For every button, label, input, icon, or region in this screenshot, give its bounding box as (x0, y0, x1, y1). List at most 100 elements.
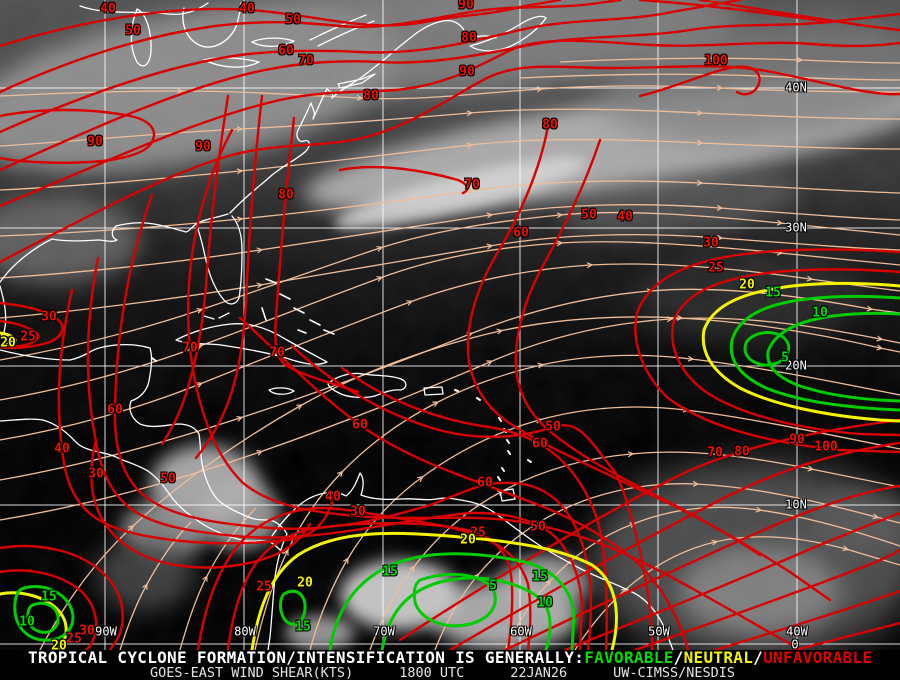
streamline (0, 108, 900, 147)
coast-puerto-rico (423, 386, 444, 396)
coast-jamaica (268, 387, 295, 395)
caption-credit: UW-CIMSS/NESDIS (613, 665, 736, 680)
yellow-contour-center (250, 531, 618, 650)
map-label: 20N (785, 358, 807, 373)
coast-hispaniola (327, 372, 407, 399)
map-label: 90 (458, 0, 474, 13)
map-label: 50W (648, 624, 670, 639)
wind-shear-contours-green (13, 294, 900, 650)
map-label: 60W (510, 624, 532, 639)
map-label: 20 (297, 575, 313, 591)
green-contour-right-5 (743, 331, 791, 367)
map-label: 30 (703, 235, 719, 251)
red-contour-center30 (196, 506, 532, 650)
map-label: 5 (781, 350, 789, 366)
green-contour-center-15 (328, 552, 576, 650)
map-label: 10 (19, 614, 35, 630)
map-label: 40 (617, 209, 633, 225)
map-label: 30 (41, 309, 57, 325)
yellow-contour-right (701, 281, 900, 423)
caption-time: 1800 UTC (399, 665, 465, 680)
red-contour-bundle0 (398, 418, 900, 642)
map-label: 100 (814, 439, 838, 455)
red-contour-bow40 (57, 288, 335, 545)
caption-slash2: / (753, 648, 764, 667)
map-label: 10N (785, 497, 807, 512)
map-label: 90 (459, 64, 475, 80)
map-label: 50 (545, 419, 561, 435)
map-label: 20 (739, 277, 755, 293)
map-label: 40 (239, 1, 255, 17)
red-contour-70 (0, 12, 900, 172)
map-label: 80W (234, 624, 256, 639)
caption-prefix: TROPICAL CYCLONE FORMATION/INTENSIFICATI… (28, 648, 585, 667)
red-contour-descender2 (514, 138, 762, 557)
map-label: 15 (295, 619, 311, 635)
map-label: 40 (100, 1, 116, 17)
red-contour-gulf3 (274, 116, 360, 394)
map-label: 20 (51, 638, 67, 651)
red-contour-bow60 (113, 193, 593, 650)
red-contour-40 (0, 0, 562, 48)
red-contour-corner (698, 0, 900, 32)
wind-shear-contours-yellow (0, 281, 900, 650)
red-contour-100-hook (638, 65, 761, 98)
red-contour-bow30 (90, 438, 312, 569)
red-contour-bundle3 (563, 511, 900, 650)
caption-unfavorable: UNFAVORABLE (763, 648, 873, 667)
green-contour-center-5 (412, 573, 497, 628)
streamline (559, 58, 900, 64)
red-contour-bow70 (186, 128, 802, 650)
map-label: 50 (530, 519, 546, 535)
coast-cuba (175, 323, 328, 365)
map-label: 30 (350, 504, 366, 520)
coast-cozumel (151, 357, 157, 362)
caption-slash1: / (673, 648, 684, 667)
streamline (0, 138, 900, 191)
map-label: 30N (785, 220, 807, 235)
map-label: 25 (66, 631, 82, 647)
map-label: 70 (182, 340, 198, 356)
map-label: 15 (765, 285, 781, 301)
map-label: 80 (461, 30, 477, 46)
map-label: 90 (87, 134, 103, 150)
map-label: 25 (256, 579, 272, 595)
streamline (254, 354, 900, 650)
caption-product: GOES-EAST WIND SHEAR(KTS) (150, 665, 354, 680)
red-contour-bundle6 (793, 621, 900, 650)
red-contour-90-hook (0, 108, 156, 164)
coast-lake-ontario (251, 37, 295, 48)
map-label: 60 (532, 436, 548, 452)
map-label: 0 (791, 637, 799, 650)
red-contour-corner30 (0, 544, 124, 650)
map-label: 15 (41, 589, 57, 605)
red-contour-center25 (226, 522, 514, 650)
red-contour-carib60 (238, 316, 690, 650)
red-contour-bundle5 (713, 589, 900, 650)
red-contour-corner2 (638, 0, 832, 24)
map-label: 90 (195, 139, 211, 155)
caption-date: 22JAN26 (510, 665, 568, 680)
coast-yucatan-centam (0, 343, 288, 535)
coastlines (0, 2, 674, 650)
coast-centam-pacific (0, 418, 284, 554)
red-contour-corner25 (0, 569, 98, 650)
caption-bar: TROPICAL CYCLONE FORMATION/INTENSIFICATI… (0, 650, 900, 680)
map-label: 10 (537, 595, 553, 611)
map-label: 40 (325, 489, 341, 505)
map-label: 10 (812, 305, 828, 321)
map-label: 20 (460, 532, 476, 548)
map-area: 40N 30N 20N 10N 0 90W 80W 70W 60W 50W 40W 40 40 50 50 6… (0, 0, 900, 650)
yellow-contour-west (0, 331, 17, 347)
red-contour-right30 (634, 248, 900, 454)
map-label: 20 (0, 335, 16, 351)
red-contour-west30 (0, 301, 64, 350)
map-label: 60 (513, 225, 529, 241)
red-contour-bundle4 (633, 548, 900, 650)
caption-favorable: FAVORABLE (584, 648, 674, 667)
red-contour-bundle1 (448, 441, 900, 650)
caption-headline: TROPICAL CYCLONE FORMATION/INTENSIFICATI… (28, 650, 872, 666)
coast-bahamas (261, 278, 335, 335)
map-label: 90 (789, 432, 805, 448)
streamline (434, 484, 900, 650)
